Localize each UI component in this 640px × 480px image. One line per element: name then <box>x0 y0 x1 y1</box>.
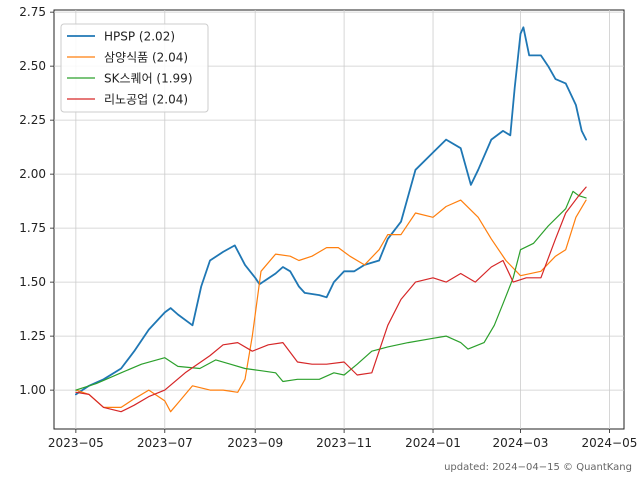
series-layer <box>75 26 587 413</box>
y-tick-label: 2.50 <box>19 59 46 73</box>
y-tick-label: 1.75 <box>19 221 46 235</box>
legend-box <box>60 23 209 113</box>
x-tick-label: 2023−05 <box>48 436 104 450</box>
legend-label-4: 리노공업 (2.04) <box>104 93 188 107</box>
x-tick-label: 2024−05 <box>581 436 637 450</box>
x-tick-label: 2023−11 <box>316 436 372 450</box>
y-tick-label: 1.00 <box>19 383 46 397</box>
updated-footer: updated: 2024−04−15 © QuantKang <box>444 462 632 473</box>
legend-label-2: 삼양식품 (2.04) <box>104 51 188 65</box>
legend: HPSP (2.02) 삼양식품 (2.04) SK스퀘어 (1.99) 리노공업 (… <box>60 23 209 113</box>
legend-label-1: HPSP (2.02) <box>104 30 175 44</box>
grid <box>54 10 624 429</box>
x-tick-label: 2023−09 <box>227 436 283 450</box>
x-axis: 2023−05 2023−07 2023−09 2023−11 2024−01 2024−… <box>48 429 637 450</box>
y-tick-label: 1.25 <box>19 329 46 343</box>
y-tick-label: 2.00 <box>19 167 46 181</box>
plot-frame <box>53 9 625 430</box>
series-line-3 <box>75 190 587 391</box>
y-tick-label: 1.50 <box>19 275 46 289</box>
y-axis: 1.00 1.25 1.50 1.75 2.00 2.25 2.50 2.75 <box>19 5 54 397</box>
series-line-4 <box>75 186 587 413</box>
series-line-1 <box>75 26 587 396</box>
x-tick-label: 2024−03 <box>493 436 549 450</box>
y-tick-label: 2.75 <box>19 5 46 19</box>
x-tick-label: 2023−07 <box>137 436 193 450</box>
legend-label-3: SK스퀘어 (1.99) <box>104 72 193 86</box>
series-line-2 <box>75 199 587 413</box>
x-tick-label: 2024−01 <box>405 436 461 450</box>
y-tick-label: 2.25 <box>19 113 46 127</box>
